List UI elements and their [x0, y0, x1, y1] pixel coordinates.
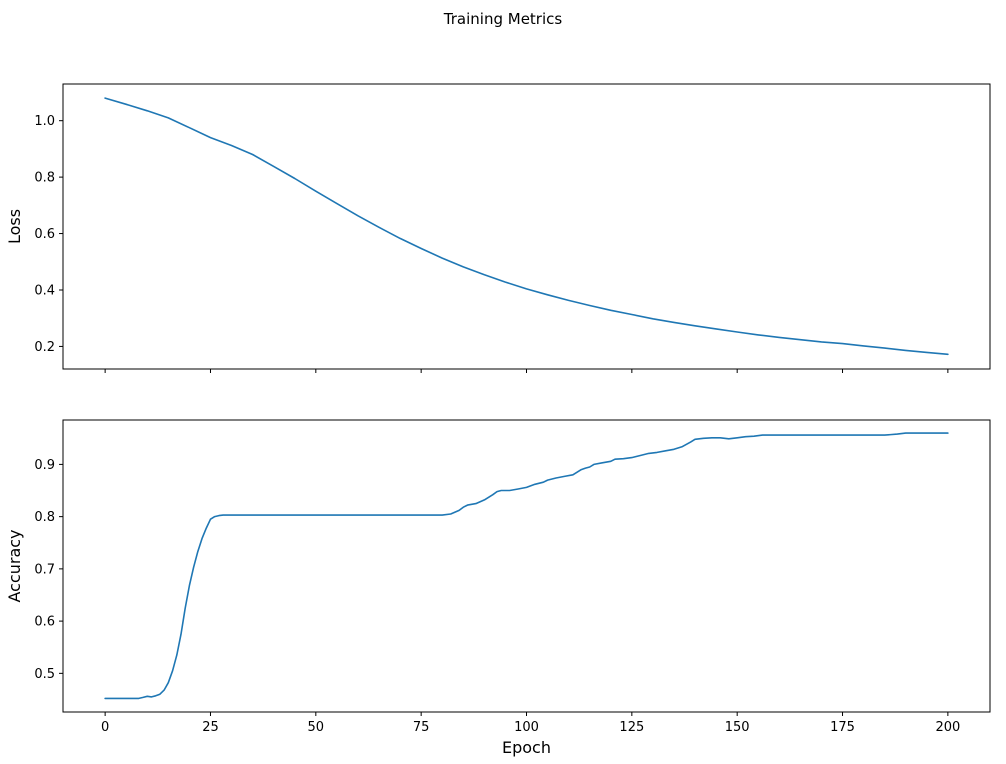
series-line — [104, 97, 949, 356]
y-tick-label: 0.4 — [34, 283, 55, 298]
x-tick-label: 0 — [101, 720, 109, 735]
x-tick-label: 200 — [935, 720, 960, 735]
x-tick-label: 50 — [308, 720, 325, 735]
y-tick-label: 0.8 — [34, 510, 55, 525]
y-tick-label: 1.0 — [34, 114, 55, 129]
x-tick-label: 100 — [514, 720, 539, 735]
y-axis-label: Loss — [5, 209, 24, 244]
subplot-accuracy: 0 25 50 75 100 125 150 175 200 0.5 0.6 0.7 0.8 0.9 Acc… — [5, 419, 991, 757]
figure-title: Training Metrics — [443, 10, 563, 28]
axes-frame — [62, 83, 991, 370]
x-tick-label: 125 — [619, 720, 644, 735]
x-tick-label: 75 — [413, 720, 430, 735]
y-tick-label: 0.5 — [34, 667, 55, 682]
x-axis-label: Epoch — [502, 738, 551, 757]
axes-frame — [62, 419, 991, 713]
x-tick-label: 150 — [725, 720, 750, 735]
x-tick-label: 25 — [202, 720, 219, 735]
y-tick-label: 0.8 — [34, 171, 55, 186]
y-tick-label: 0.7 — [34, 562, 55, 577]
y-tick-label: 0.9 — [34, 458, 55, 473]
y-tick-label: 0.2 — [34, 340, 55, 355]
y-tick-label: 0.6 — [34, 227, 55, 242]
y-tick-label: 0.6 — [34, 615, 55, 630]
subplot-loss: 0.2 0.4 0.6 0.8 1.0 Loss — [5, 83, 991, 373]
series-line — [104, 432, 949, 700]
x-tick-label: 175 — [830, 720, 855, 735]
y-axis-label: Accuracy — [5, 529, 24, 602]
